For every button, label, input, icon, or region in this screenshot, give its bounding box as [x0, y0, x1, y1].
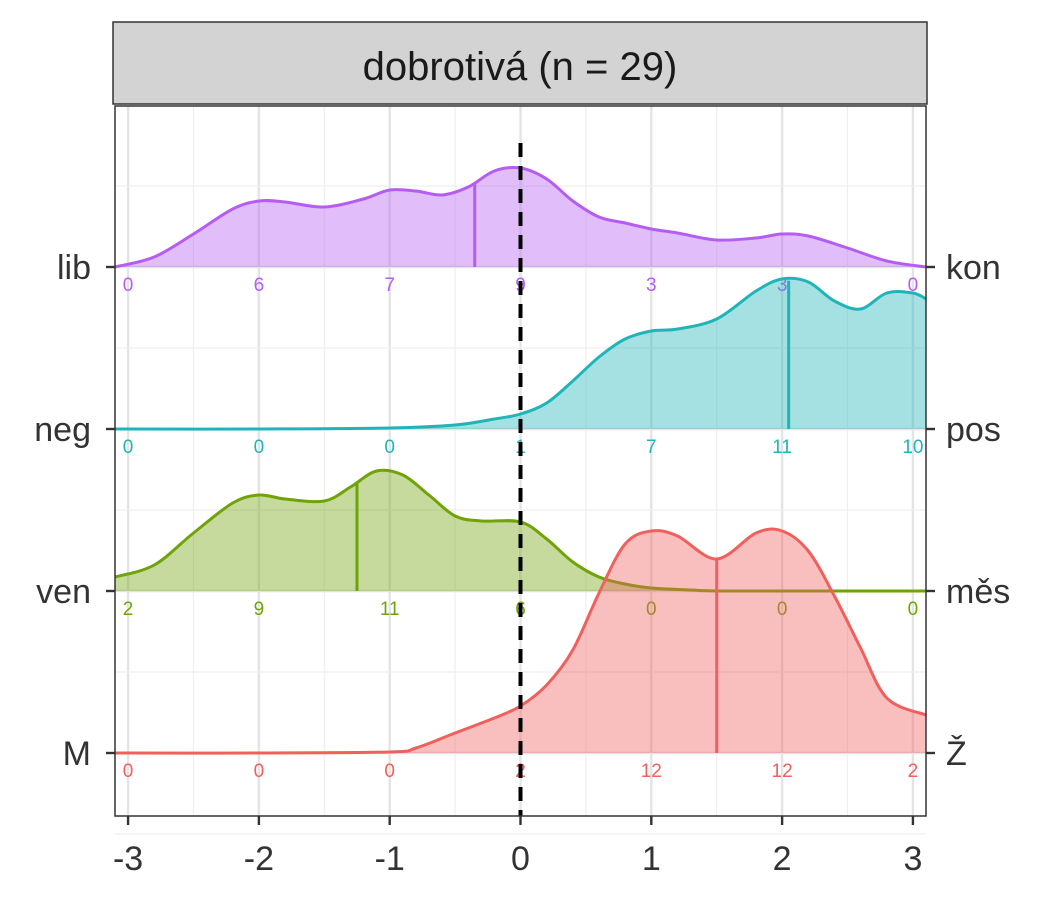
count-label: 7	[384, 275, 395, 296]
density-curve	[114, 468, 926, 593]
count-label: 0	[908, 599, 919, 620]
x-tick-label: -2	[244, 840, 274, 878]
count-label: 6	[254, 275, 265, 296]
density-area	[115, 470, 926, 592]
x-tick-label: -3	[113, 840, 143, 878]
count-label: 0	[123, 275, 134, 296]
ridge-neg-pos: 000171110	[114, 276, 927, 458]
count-label: 2	[908, 761, 919, 782]
left-y-label: ven	[36, 573, 91, 611]
facet-strip: dobrotivá (n = 29)	[112, 21, 928, 105]
count-label: 0	[123, 437, 134, 458]
count-label: 0	[384, 761, 395, 782]
count-label: 3	[646, 275, 657, 296]
x-tick-label: 1	[642, 840, 661, 878]
count-label: 0	[123, 761, 134, 782]
count-label: 10	[902, 437, 923, 458]
density-curve	[114, 276, 927, 431]
count-label: 3	[777, 275, 788, 296]
x-tick-label: -1	[375, 840, 405, 878]
left-y-label: M	[63, 735, 91, 773]
density-area	[115, 529, 926, 754]
right-y-label: měs	[946, 573, 1010, 611]
count-label: 0	[384, 437, 395, 458]
x-tick-label: 2	[773, 840, 792, 878]
count-label: 7	[646, 437, 657, 458]
grid-lines	[115, 106, 926, 835]
count-label: 0	[777, 599, 788, 620]
count-label: 11	[772, 437, 792, 458]
ridge-M-Ž: 0 0 0 2 12 12 2	[114, 527, 927, 782]
left-y-label: lib	[57, 249, 91, 287]
right-y-label: kon	[946, 249, 1001, 287]
facet-strip-background	[112, 21, 928, 105]
count-label: 0	[908, 275, 919, 296]
right-y-label: Ž	[946, 735, 967, 773]
right-y-label: pos	[946, 411, 1001, 449]
left-y-label: neg	[34, 411, 91, 449]
count-label: 0	[646, 599, 657, 620]
count-label: 9	[254, 599, 265, 620]
count-label: 0	[254, 437, 265, 458]
facet-title: dobrotivá (n = 29)	[363, 45, 678, 89]
count-label: 0	[254, 761, 265, 782]
x-tick-label: 0	[511, 840, 530, 878]
density-curve	[114, 527, 927, 755]
count-label: 12	[641, 761, 662, 782]
x-tick-label: 3	[903, 840, 922, 878]
count-label: 2	[123, 599, 134, 620]
count-label: 11	[380, 599, 400, 620]
count-label: 12	[772, 761, 793, 782]
